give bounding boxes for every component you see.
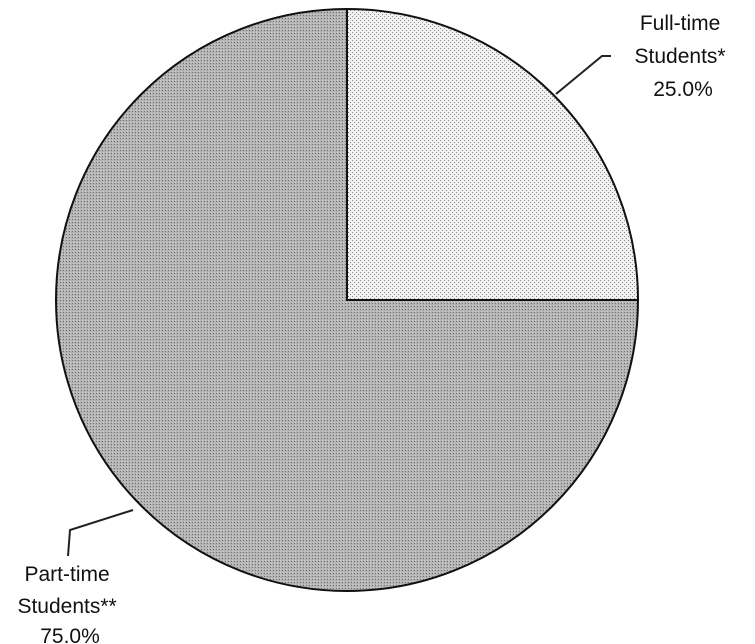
slice-label-part-time: Part-time Students** 75.0% [17,563,122,644]
pie-slices [55,7,640,592]
pie-slice-full-time [346,7,640,301]
pie-slice-part-time [55,7,640,592]
leader-line-full-time [555,55,611,95]
leader-line-part-time [67,509,134,557]
slice-label-full-time: Full-time Students* 25.0% [635,12,732,101]
